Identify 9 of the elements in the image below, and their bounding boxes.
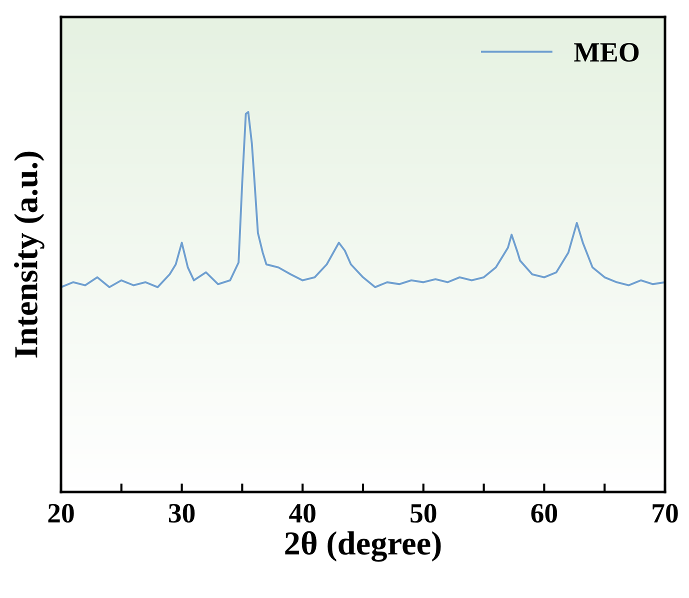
x-tick-label: 30 bbox=[168, 504, 195, 523]
x-tick-label: 50 bbox=[410, 504, 436, 523]
x-tick-label: 60 bbox=[531, 504, 558, 523]
x-tick-label: 40 bbox=[289, 504, 316, 523]
x-axis-title: 2θ (degree) bbox=[285, 531, 441, 562]
x-tick-label: 70 bbox=[652, 504, 678, 523]
y-axis-title: Intensity (a.u.) bbox=[14, 152, 44, 358]
legend-label: MEO bbox=[574, 43, 639, 62]
x-tick-label: 20 bbox=[48, 504, 74, 523]
